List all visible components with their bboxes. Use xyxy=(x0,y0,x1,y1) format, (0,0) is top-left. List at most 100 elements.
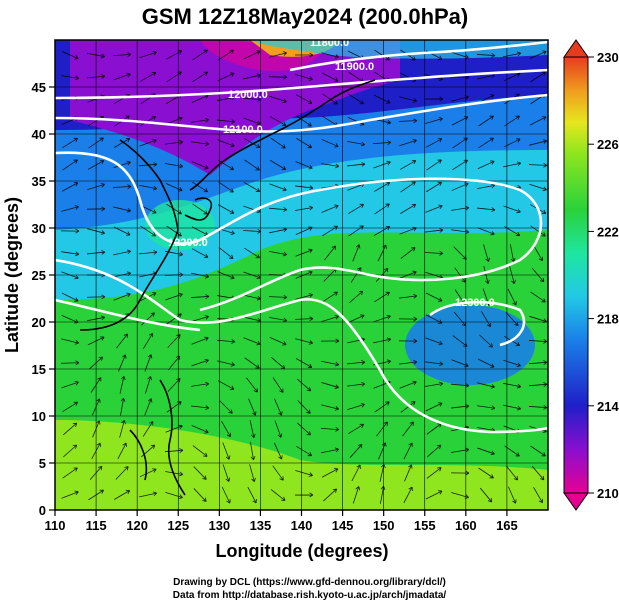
wind-arrow xyxy=(86,206,106,212)
wind-arrow xyxy=(451,229,470,235)
wind-arrow xyxy=(349,443,363,458)
wind-arrow xyxy=(140,115,157,126)
wind-arrow xyxy=(192,49,208,61)
wind-arrow xyxy=(217,380,235,390)
wind-arrow xyxy=(374,291,390,303)
wind-arrow xyxy=(217,119,236,124)
wind-arrow xyxy=(450,470,470,476)
y-tick-label: 40 xyxy=(32,127,46,142)
wind-arrow xyxy=(269,116,287,126)
wind-arrow xyxy=(91,442,101,460)
wind-arrow xyxy=(114,490,131,500)
wind-arrow xyxy=(222,442,231,460)
wind-arrow xyxy=(218,49,234,61)
wind-arrow xyxy=(504,445,520,457)
wind-arrow xyxy=(452,335,468,347)
wind-arrow xyxy=(61,490,79,499)
wind-arrow xyxy=(478,137,494,149)
wind-arrow xyxy=(347,140,366,147)
wind-arrow xyxy=(191,161,209,170)
wind-arrow xyxy=(116,333,128,349)
wind-arrow xyxy=(528,360,548,365)
wind-arrow xyxy=(244,138,261,149)
wind-arrow xyxy=(425,490,443,500)
wind-arrow xyxy=(321,204,339,213)
wind-arrow xyxy=(120,397,126,416)
wind-arrow xyxy=(143,332,154,349)
wind-arrow xyxy=(374,226,391,236)
x-axis-label: Longitude (degrees) xyxy=(215,541,388,561)
wind-arrow xyxy=(218,181,234,193)
wind-arrow xyxy=(166,313,182,325)
wind-arrow xyxy=(218,247,234,259)
wind-arrow xyxy=(113,72,131,81)
wind-arrow xyxy=(87,336,105,346)
wind-arrow xyxy=(295,270,313,279)
wind-arrow xyxy=(119,375,126,394)
wind-arrow xyxy=(503,161,522,168)
wind-arrow xyxy=(377,244,387,262)
contour-label-12100: 12100.0 xyxy=(223,124,263,136)
wind-arrow xyxy=(191,117,210,123)
wind-arrow xyxy=(89,356,104,370)
wind-arrow xyxy=(113,226,131,236)
wind-arrow xyxy=(400,203,417,214)
wind-arrow xyxy=(273,442,283,460)
wind-arrow xyxy=(380,485,386,504)
wind-arrow xyxy=(297,400,311,414)
x-tick-label: 160 xyxy=(455,518,477,533)
wind-arrow xyxy=(477,160,495,170)
wind-arrow xyxy=(425,292,443,302)
wind-arrow xyxy=(531,267,545,283)
wind-arrow xyxy=(87,228,105,235)
wind-arrow xyxy=(322,225,338,237)
wind-arrow xyxy=(62,137,78,149)
x-tick-label: 145 xyxy=(332,518,354,533)
wind-arrow xyxy=(477,358,495,368)
wind-arrow xyxy=(272,377,284,393)
wind-arrow xyxy=(61,51,79,60)
x-tick-label: 120 xyxy=(126,518,148,533)
wind-arrow xyxy=(403,486,413,504)
wind-arrow xyxy=(321,139,339,148)
y-tick-label: 20 xyxy=(32,315,46,330)
wind-arrow xyxy=(270,137,286,149)
wind-arrow xyxy=(62,159,78,171)
credit-data: Data from http://database.rish.kyoto-u.a… xyxy=(172,590,447,601)
wind-arrow xyxy=(425,204,443,213)
wind-arrow xyxy=(373,160,391,169)
wind-arrow xyxy=(191,141,210,147)
wind-arrow xyxy=(249,420,256,439)
colorbar-tick-label: 230 xyxy=(597,50,619,65)
wind-arrow xyxy=(193,488,207,502)
wind-arrow xyxy=(399,96,418,103)
wind-arrow xyxy=(144,398,153,416)
credit-dcl: Drawing by DCL (https://www.gfd-dennou.o… xyxy=(173,577,446,588)
wind-arrow xyxy=(452,159,468,171)
wind-arrow xyxy=(321,360,340,367)
wind-arrow xyxy=(322,93,338,105)
wind-arrow xyxy=(451,383,470,388)
wind-arrow xyxy=(216,339,236,344)
wind-arrow xyxy=(477,207,496,213)
wind-arrow xyxy=(112,52,132,58)
wind-arrow xyxy=(296,358,313,368)
wind-arrow xyxy=(192,445,208,457)
wind-arrow xyxy=(451,51,469,60)
wind-arrow xyxy=(400,181,416,193)
wind-arrow xyxy=(87,160,105,170)
wind-arrow xyxy=(528,338,548,344)
wind-arrow xyxy=(528,382,548,387)
wind-arrow xyxy=(378,442,387,460)
wind-arrow xyxy=(244,159,260,171)
x-axis: 110 115 120 125 130 135 140 145 150 155 160 165 xyxy=(45,510,518,533)
wind-arrow xyxy=(92,420,101,438)
wind-arrow xyxy=(165,292,183,301)
wind-arrow xyxy=(425,337,443,346)
wind-arrow xyxy=(296,115,312,127)
wind-arrow xyxy=(190,294,210,300)
wind-arrow xyxy=(142,421,154,437)
wind-arrow xyxy=(425,361,444,367)
wind-arrow xyxy=(503,359,521,368)
